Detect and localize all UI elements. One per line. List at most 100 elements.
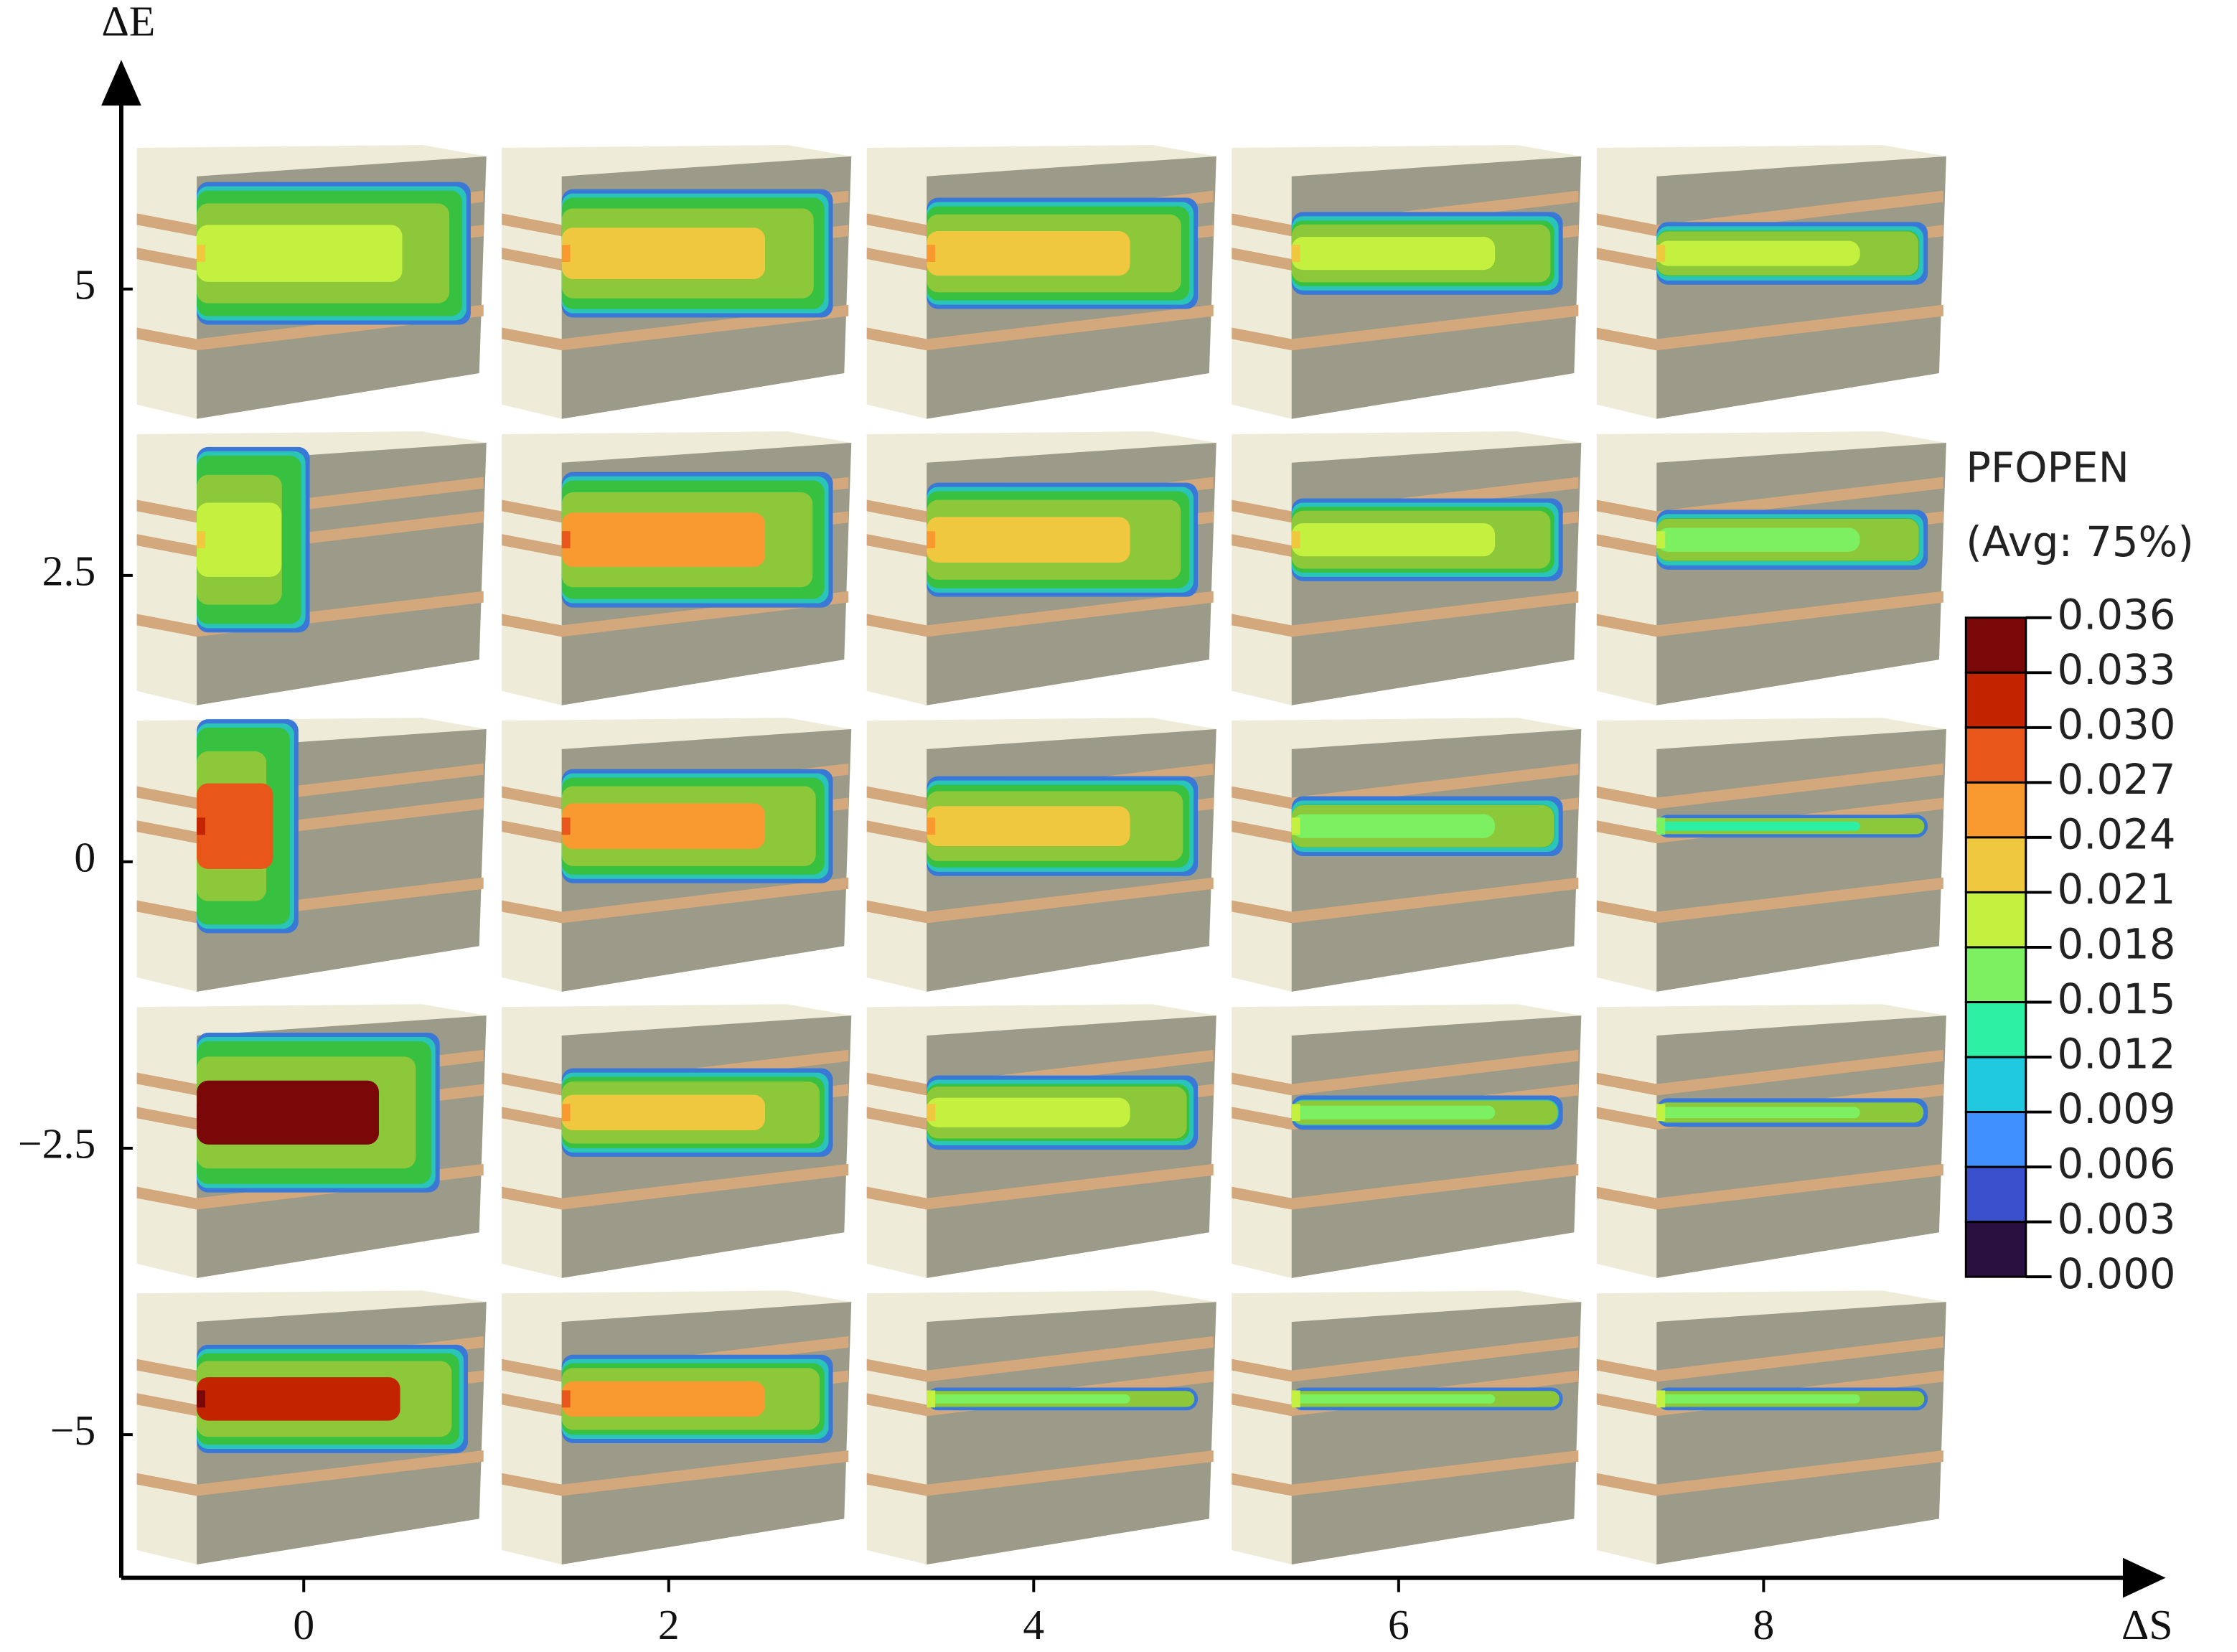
fracture-zone [1291,1394,1496,1404]
fracture-zone [1291,1105,1496,1120]
colorbar-label: 0.009 [2058,1084,2176,1133]
colorbar-segment [1964,946,2027,1003]
fracture-zone [927,517,1130,563]
panel [1596,144,1946,419]
colorbar-segment [1964,1056,2027,1114]
x-tick-label: 0 [293,1601,314,1648]
colorbar-segment [1964,1165,2027,1224]
fracture-zone [1656,821,1860,831]
injection-point [197,817,206,835]
fracture-zone [927,1097,1130,1127]
panel [136,144,487,419]
y-tick-label: −5 [50,1407,95,1454]
injection-point [927,531,936,549]
layer-band [136,1450,484,1496]
fracture-zone [1291,523,1496,557]
injection-point [561,245,571,262]
injection-point [561,1390,571,1408]
injection-point [927,1390,936,1408]
legend-title: PFOPEN [1966,443,2129,492]
injection-point [197,245,206,262]
colorbar-label: 0.018 [2058,920,2176,969]
injection-point [927,817,936,835]
panel [1232,1290,1582,1564]
layer-band [1232,1450,1579,1496]
panel [502,431,852,705]
fracture-zone [197,1080,380,1145]
fracture-zone [1656,1107,1860,1119]
layer-band [502,1163,849,1210]
fracture-zone [197,225,403,282]
y-tick-label: −2.5 [18,1120,95,1168]
layer-band [502,1450,849,1496]
panel [1232,144,1582,419]
injection-point [1291,817,1300,835]
injection-point [1291,1104,1300,1122]
colorbar-label: 0.033 [2058,645,2176,694]
injection-point [1656,245,1666,262]
panel [136,718,487,992]
injection-point [197,1390,206,1408]
colorbar-segment [1964,1111,2027,1168]
injection-point [561,531,571,549]
fracture-zone [1291,237,1496,271]
fracture-zone [561,1094,766,1130]
fracture-zone [561,803,766,850]
injection-point [1291,1390,1300,1408]
x-tick-label: 2 [658,1601,680,1648]
y-tick-label: 0 [74,834,95,881]
colorbar-segment [1964,1001,2027,1059]
layer-band [1232,1163,1579,1210]
layer-band [866,1450,1214,1496]
injection-point [197,531,206,549]
panel [502,1004,852,1278]
colorbar-label: 0.024 [2058,810,2176,859]
panels [136,144,1946,1564]
colorbar-segment [1964,616,2027,674]
panel [502,1290,852,1564]
injection-point [927,1104,936,1122]
colorbar-label: 0.000 [2058,1249,2176,1298]
fracture-zone [197,783,273,869]
layer-band [1232,591,1579,637]
colorbar-segment [1964,726,2027,784]
panel [1596,431,1946,705]
colorbar-label: 0.027 [2058,755,2176,804]
panel [136,1290,487,1564]
layer-band [1596,591,1943,637]
fracture-zone [197,502,282,577]
panel [502,718,852,992]
fracture-zone [1656,527,1860,552]
injection-point [927,245,936,262]
layer-band [502,877,849,924]
injection-point [561,817,571,835]
colorbar-segment [1964,1221,2027,1278]
layer-band [1596,1450,1943,1496]
injection-point [1656,1104,1666,1122]
colorbar-label: 0.003 [2058,1194,2176,1243]
layer-band [1596,304,1943,351]
injection-point [1656,1390,1666,1408]
legend-subtitle: (Avg: 75%) [1966,517,2194,566]
layer-band [866,1163,1214,1210]
fracture-zone [561,1381,766,1417]
layer-band [866,591,1214,637]
y-tick-label: 5 [74,261,95,308]
fracture-zone [927,806,1130,847]
colorbar-segment [1964,781,2027,839]
injection-point [1291,531,1300,549]
layer-band [1232,1336,1579,1382]
panel [1232,431,1582,705]
colorbar-label: 0.015 [2058,975,2176,1023]
y-tick-label: 2.5 [42,548,96,595]
x-tick-label: 4 [1023,1601,1044,1648]
panel [1232,1004,1582,1278]
injection-point [561,1104,571,1122]
fracture-zone [1656,1394,1860,1404]
x-axis-label: ΔS [2121,1601,2173,1648]
layer-band [1596,1049,1943,1096]
panel [866,1290,1216,1564]
colorbar-label: 0.012 [2058,1030,2176,1079]
